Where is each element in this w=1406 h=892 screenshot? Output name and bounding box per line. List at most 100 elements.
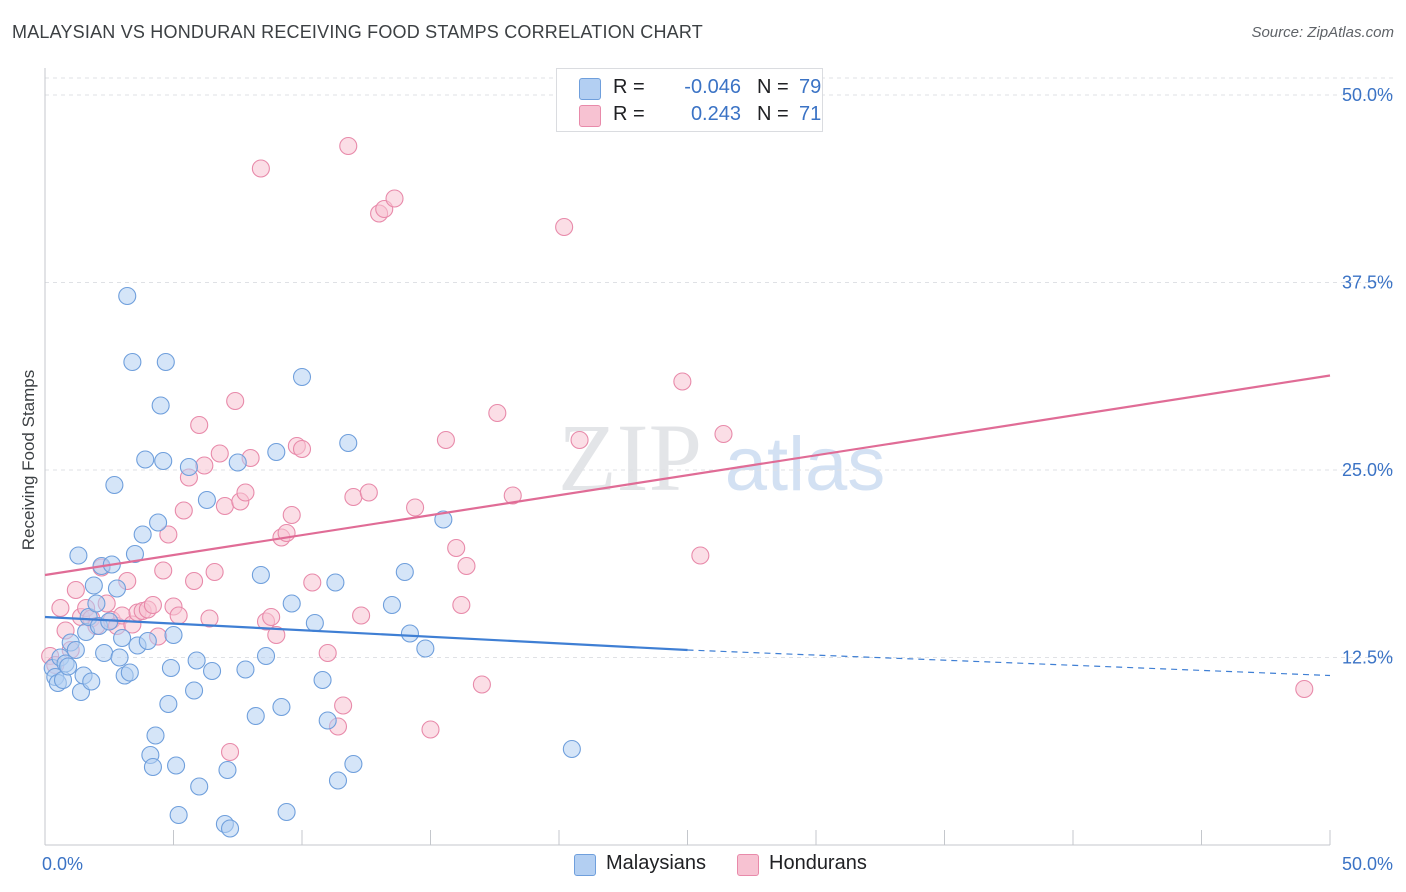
malaysian-point [69, 546, 88, 565]
malaysian-point [326, 573, 345, 592]
n-label: N = [757, 76, 789, 98]
hondurans-trend-line [44, 374, 1331, 577]
malaysian-point [110, 648, 129, 667]
honduran-point [673, 372, 692, 391]
malaysian-point [256, 646, 276, 666]
n-value: 71 [799, 103, 822, 125]
malaysian-point [123, 352, 142, 372]
honduran-point [185, 571, 204, 591]
honduran-point [691, 546, 710, 565]
honduran-point [66, 580, 85, 600]
watermark-zip: ZIP [558, 404, 702, 511]
malaysian-point [267, 442, 286, 462]
honduran-point [339, 136, 358, 156]
honduran-point [457, 556, 476, 576]
malaysian-point [328, 771, 348, 790]
malaysian-point [179, 457, 198, 477]
honduran-point [359, 483, 378, 502]
honduran-point [154, 561, 173, 580]
honduran-point [205, 562, 224, 582]
honduran-point [215, 496, 234, 516]
honduran-point [452, 595, 471, 615]
malaysian-point [146, 726, 165, 745]
honduran-point [282, 505, 301, 525]
malaysian-point [95, 643, 114, 663]
x-tick-label: 0.0% [42, 854, 83, 874]
malaysian-point [107, 579, 127, 598]
honduran-point [344, 487, 363, 507]
honduran-point [251, 159, 270, 178]
malaysian-point [305, 613, 324, 633]
malaysian-point [395, 562, 414, 582]
malaysian-point [400, 624, 419, 643]
malaysian-point [282, 594, 301, 613]
malaysian-point [203, 661, 222, 681]
hondurans-swatch [579, 105, 601, 127]
y-tick-label: 25.0% [1342, 460, 1393, 480]
malaysian-point [218, 760, 237, 780]
malaysian-point [562, 739, 581, 759]
malaysian-point [190, 777, 209, 796]
honduran-point [262, 607, 281, 627]
malaysian-point [344, 754, 363, 774]
malaysian-point [236, 660, 255, 679]
n-label: N = [757, 103, 789, 125]
malaysian-point [318, 711, 337, 730]
honduran-point [174, 501, 193, 520]
malaysians-legend-swatch [574, 854, 596, 876]
honduran-point [143, 595, 162, 615]
honduran-point [555, 217, 574, 237]
honduran-point [210, 444, 229, 463]
malaysian-point [228, 453, 247, 472]
malaysian-point [125, 544, 144, 564]
malaysian-point [87, 594, 106, 613]
honduran-point [714, 424, 733, 444]
n-value: 79 [799, 76, 822, 98]
malaysian-point [167, 756, 186, 775]
honduran-point [200, 609, 219, 628]
malaysian-point [154, 451, 173, 471]
honduran-point [195, 456, 214, 475]
malaysian-point [82, 672, 101, 691]
y-tick-label: 37.5% [1342, 273, 1393, 293]
malaysians-legend-label: Malaysians [606, 852, 707, 874]
honduran-point [352, 606, 371, 625]
correlation-legend: R = -0.046 N = 79 R = 0.243 N = 71 [556, 68, 823, 132]
malaysian-point [382, 595, 402, 615]
malaysian-point [197, 490, 216, 510]
watermark-atlas: atlas [725, 422, 886, 507]
honduran-point [503, 486, 522, 505]
malaysian-point [313, 670, 332, 690]
malaysian-point [292, 367, 312, 387]
chart-title: MALAYSIAN VS HONDURAN RECEIVING FOOD STA… [12, 22, 703, 42]
malaysian-point [136, 450, 155, 469]
honduran-point [406, 498, 425, 517]
r-label: R = [613, 103, 645, 125]
honduran-point [169, 606, 188, 625]
source-label: Source: ZipAtlas.com [1251, 24, 1394, 41]
r-value: -0.046 [684, 76, 741, 98]
honduran-point [436, 430, 455, 450]
honduran-point [51, 598, 70, 618]
malaysian-point [277, 802, 296, 822]
honduran-point [220, 742, 240, 762]
r-value: 0.243 [690, 103, 741, 125]
honduran-point [570, 430, 589, 450]
honduran-point [236, 483, 255, 502]
malaysian-point [156, 352, 175, 372]
y-tick-label: 12.5% [1342, 648, 1393, 668]
malaysian-point [187, 651, 206, 670]
malaysian-point [159, 694, 178, 714]
malaysians-swatch [579, 78, 601, 100]
y-tick-label: 50.0% [1342, 85, 1393, 105]
honduran-point [334, 696, 353, 715]
hondurans-legend-label: Hondurans [769, 852, 867, 874]
malaysian-point [105, 475, 124, 495]
malaysian-point [133, 525, 152, 544]
malaysian-point [339, 433, 358, 453]
malaysian-point [164, 625, 183, 645]
malaysians-trend-extension [687, 649, 1331, 677]
malaysian-point [118, 286, 137, 306]
malaysian-point [246, 706, 265, 726]
